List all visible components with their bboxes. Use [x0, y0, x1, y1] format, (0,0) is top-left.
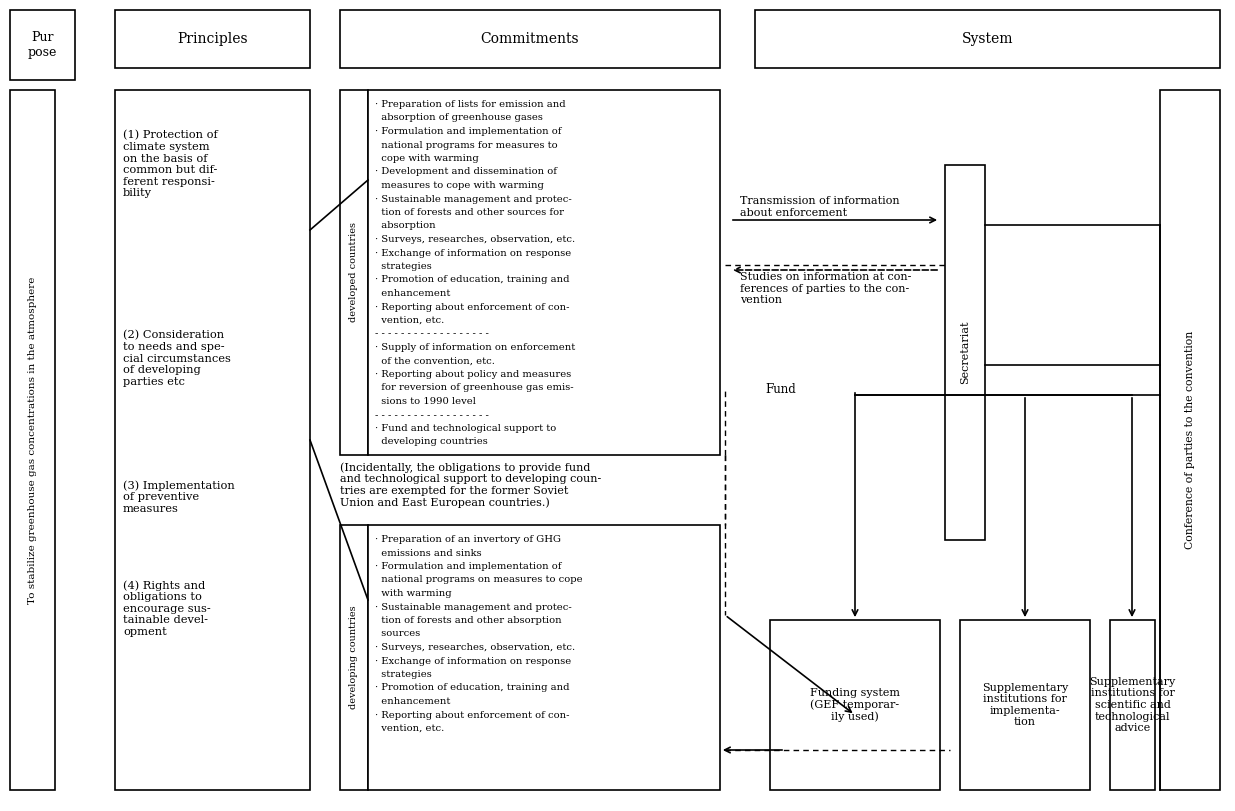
Text: (2) Consideration
to needs and spe-
cial circumstances
of developing
parties etc: (2) Consideration to needs and spe- cial…	[124, 330, 231, 387]
Text: measures to cope with warming: measures to cope with warming	[375, 181, 543, 190]
Text: To stabilize greenhouse gas concentrations in the atmosphere: To stabilize greenhouse gas concentratio…	[28, 277, 37, 603]
Text: · Reporting about enforcement of con-: · Reporting about enforcement of con-	[375, 303, 569, 311]
Text: · Preparation of an invertory of GHG: · Preparation of an invertory of GHG	[375, 535, 561, 544]
Bar	[1110, 620, 1155, 790]
Text: Supplementary
institutions for
implementa-
tion: Supplementary institutions for implement…	[982, 683, 1068, 727]
Text: · Exchange of information on response: · Exchange of information on response	[375, 248, 572, 258]
Text: for reversion of greenhouse gas emis-: for reversion of greenhouse gas emis-	[375, 384, 573, 393]
Text: · Preparation of lists for emission and: · Preparation of lists for emission and	[375, 100, 566, 109]
Text: developed countries: developed countries	[350, 222, 358, 323]
Bar	[960, 620, 1091, 790]
Text: · Surveys, researches, observation, etc.: · Surveys, researches, observation, etc.	[375, 643, 576, 652]
Text: enhancement: enhancement	[375, 289, 451, 298]
Bar	[340, 10, 720, 68]
Text: sions to 1990 level: sions to 1990 level	[375, 397, 475, 406]
Text: Supplementary
institutions for
scientific and
technological
advice: Supplementary institutions for scientifi…	[1089, 677, 1176, 733]
Text: Commitments: Commitments	[480, 32, 579, 46]
Text: vention, etc.: vention, etc.	[375, 316, 445, 325]
Bar	[769, 620, 940, 790]
Text: Fund: Fund	[764, 383, 795, 396]
Text: (4) Rights and
obligations to
encourage sus-
tainable devel-
opment: (4) Rights and obligations to encourage …	[124, 580, 211, 637]
Text: · Surveys, researches, observation, etc.: · Surveys, researches, observation, etc.	[375, 235, 576, 244]
Text: absorption of greenhouse gases: absorption of greenhouse gases	[375, 114, 543, 122]
Text: sources: sources	[375, 629, 420, 638]
Text: Funding system
(GEF temporar-
ily used): Funding system (GEF temporar- ily used)	[810, 688, 900, 723]
Bar	[368, 90, 720, 455]
Text: national programs for measures to: national programs for measures to	[375, 140, 558, 149]
Text: · Promotion of education, training and: · Promotion of education, training and	[375, 276, 569, 285]
Text: · Exchange of information on response: · Exchange of information on response	[375, 656, 572, 666]
Text: strategies: strategies	[375, 262, 432, 271]
Text: · Sustainable management and protec-: · Sustainable management and protec-	[375, 195, 572, 204]
Text: cope with warming: cope with warming	[375, 154, 479, 163]
Text: emissions and sinks: emissions and sinks	[375, 548, 482, 557]
Text: Transmission of information
about enforcement: Transmission of information about enforc…	[740, 196, 899, 218]
Text: Principles: Principles	[177, 32, 248, 46]
Text: · Formulation and implementation of: · Formulation and implementation of	[375, 127, 562, 136]
Text: · Supply of information on enforcement: · Supply of information on enforcement	[375, 343, 576, 352]
Text: vention, etc.: vention, etc.	[375, 724, 445, 733]
Text: national programs on measures to cope: national programs on measures to cope	[375, 576, 583, 585]
Bar	[10, 10, 75, 80]
Text: (1) Protection of
climate system
on the basis of
common but dif-
ferent responsi: (1) Protection of climate system on the …	[124, 130, 217, 199]
Text: Studies on information at con-
ferences of parties to the con-
vention: Studies on information at con- ferences …	[740, 272, 911, 305]
Bar	[115, 90, 310, 790]
Text: · Sustainable management and protec-: · Sustainable management and protec-	[375, 603, 572, 611]
Text: System: System	[962, 32, 1013, 46]
Bar	[755, 10, 1220, 68]
Text: of the convention, etc.: of the convention, etc.	[375, 357, 495, 366]
Text: · Development and dissemination of: · Development and dissemination of	[375, 168, 557, 177]
Text: Pur
pose: Pur pose	[28, 31, 57, 59]
Bar	[115, 10, 310, 68]
Text: tion of forests and other absorption: tion of forests and other absorption	[375, 616, 562, 625]
Text: (Incidentally, the obligations to provide fund
and technological support to deve: (Incidentally, the obligations to provid…	[340, 462, 601, 508]
Bar	[10, 90, 56, 790]
Text: · Reporting about policy and measures: · Reporting about policy and measures	[375, 370, 572, 379]
Text: developing countries: developing countries	[375, 437, 488, 447]
Bar	[340, 525, 368, 790]
Text: · Promotion of education, training and: · Promotion of education, training and	[375, 684, 569, 693]
Text: tion of forests and other sources for: tion of forests and other sources for	[375, 208, 564, 217]
Text: - - - - - - - - - - - - - - - - - -: - - - - - - - - - - - - - - - - - -	[375, 410, 489, 419]
Text: absorption: absorption	[375, 221, 436, 230]
Text: · Formulation and implementation of: · Formulation and implementation of	[375, 562, 562, 571]
Text: enhancement: enhancement	[375, 697, 451, 706]
Text: with warming: with warming	[375, 589, 452, 598]
Bar	[340, 90, 368, 455]
Text: - - - - - - - - - - - - - - - - - -: - - - - - - - - - - - - - - - - - -	[375, 329, 489, 338]
Bar	[1160, 90, 1220, 790]
Text: developing countries: developing countries	[350, 606, 358, 710]
Text: (3) Implementation
of preventive
measures: (3) Implementation of preventive measure…	[124, 480, 235, 513]
Text: · Reporting about enforcement of con-: · Reporting about enforcement of con-	[375, 710, 569, 719]
Text: strategies: strategies	[375, 670, 432, 679]
Text: · Fund and technological support to: · Fund and technological support to	[375, 424, 556, 433]
Bar	[945, 165, 986, 540]
Text: Secretariat: Secretariat	[960, 320, 969, 384]
Text: Conference of parties to the convention: Conference of parties to the convention	[1186, 331, 1195, 549]
Bar	[368, 525, 720, 790]
